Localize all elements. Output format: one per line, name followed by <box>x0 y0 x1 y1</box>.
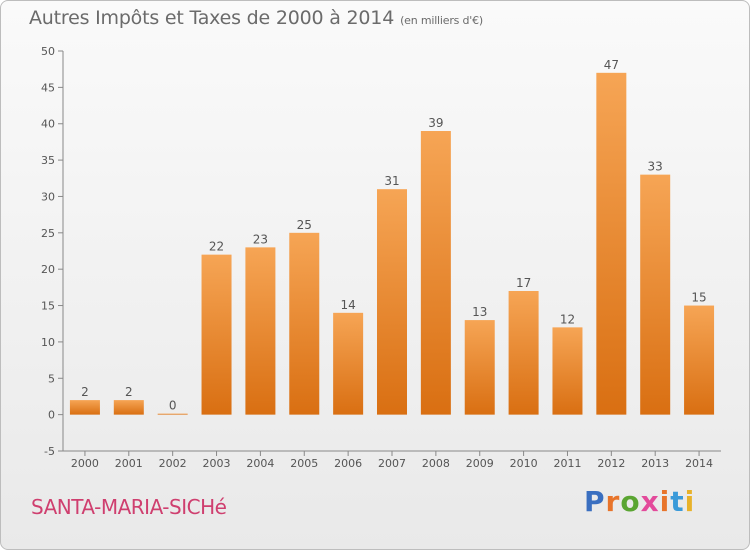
x-tick-label: 2000 <box>71 457 99 470</box>
bar-chart: -5 0 5 10 15 20 25 30 35 40 45 50 2 2000 2 2001 0 2002 22 2… <box>41 45 721 470</box>
bar-2007 <box>377 189 407 415</box>
logo-letter: t <box>670 485 685 518</box>
commune-name: SANTA-MARIA-SICHé <box>31 495 227 519</box>
bar-2004 <box>245 247 276 415</box>
bar-2012 <box>596 72 627 415</box>
bar-2011 <box>552 327 583 415</box>
y-tick-label: 10 <box>41 336 55 349</box>
x-tick-label: 2014 <box>685 457 713 470</box>
data-label: 25 <box>297 218 312 232</box>
logo-letter: x <box>640 485 660 518</box>
bar-2014 <box>684 305 715 415</box>
x-tick-label: 2007 <box>378 457 406 470</box>
bar-2009 <box>464 320 495 415</box>
bar-2002 <box>157 413 188 415</box>
x-tick-label: 2002 <box>159 457 187 470</box>
chart-title: Autres Impôts et Taxes de 2000 à 2014 (en… <box>29 7 483 29</box>
data-label: 2 <box>125 385 133 399</box>
y-tick-label: -5 <box>44 445 55 458</box>
y-tick-label: 25 <box>41 227 55 240</box>
data-label: 14 <box>340 298 355 312</box>
bar-2008 <box>420 131 451 415</box>
data-label: 13 <box>472 305 487 319</box>
x-tick-label: 2012 <box>597 457 625 470</box>
y-tick-label: 20 <box>41 263 55 276</box>
data-label: 33 <box>648 160 663 174</box>
data-label: 12 <box>560 312 575 326</box>
data-label: 0 <box>169 399 177 413</box>
bar-2001 <box>113 400 144 415</box>
data-label: 31 <box>384 174 399 188</box>
y-tick-label: 35 <box>41 154 55 167</box>
data-label: 15 <box>691 291 706 305</box>
bar-2010 <box>508 291 539 415</box>
bar-2013 <box>640 174 671 415</box>
x-tick-label: 2003 <box>203 457 231 470</box>
bar-2006 <box>333 312 364 415</box>
y-tick-label: 50 <box>41 45 55 58</box>
bar-2003 <box>201 254 232 415</box>
y-tick-label: 5 <box>48 372 55 385</box>
logo-letter: i <box>684 485 696 518</box>
x-tick-label: 2013 <box>641 457 669 470</box>
y-tick-label: 30 <box>41 190 55 203</box>
x-tick-label: 2008 <box>422 457 450 470</box>
proxiti-logo[interactable]: Proxiti <box>584 485 695 518</box>
chart-unit: (en milliers d'€) <box>400 14 483 27</box>
y-tick-label: 0 <box>48 409 55 422</box>
data-label: 17 <box>516 276 531 290</box>
data-label: 47 <box>604 58 619 72</box>
x-tick-label: 2005 <box>290 457 318 470</box>
x-tick-label: 2001 <box>115 457 143 470</box>
x-tick-label: 2006 <box>334 457 362 470</box>
x-tick-label: 2010 <box>510 457 538 470</box>
logo-letter: r <box>605 485 621 518</box>
x-tick-label: 2009 <box>466 457 494 470</box>
y-tick-label: 45 <box>41 81 55 94</box>
data-label: 39 <box>428 116 443 130</box>
x-tick-label: 2004 <box>246 457 274 470</box>
logo-letter: P <box>584 485 606 518</box>
chart-title-text: Autres Impôts et Taxes de 2000 à 2014 <box>29 7 395 29</box>
logo-letter: i <box>659 485 671 518</box>
bar-2005 <box>289 232 320 415</box>
y-tick-label: 40 <box>41 118 55 131</box>
x-tick-label: 2011 <box>553 457 581 470</box>
y-tick-label: 15 <box>41 300 55 313</box>
logo-letter: o <box>620 485 641 518</box>
bar-2000 <box>69 400 100 415</box>
data-label: 22 <box>209 240 224 254</box>
data-label: 23 <box>253 232 268 246</box>
data-label: 2 <box>81 385 89 399</box>
